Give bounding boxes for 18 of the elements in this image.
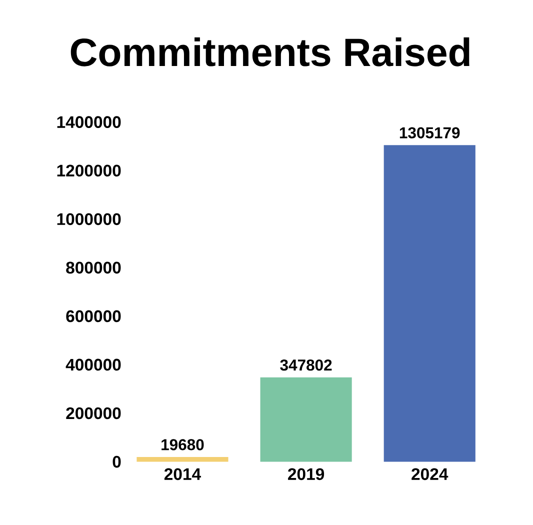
data-label: 19680: [162, 439, 204, 450]
y-tick-label: 1200000: [57, 164, 121, 177]
bar: [260, 377, 352, 462]
bar: [136, 457, 228, 462]
y-tick-label: 200000: [66, 407, 121, 420]
data-label: 347802: [280, 360, 332, 371]
y-tick-label: 400000: [66, 358, 121, 371]
y-tick-label: 0: [112, 456, 121, 468]
x-tick-label: 2024: [412, 468, 448, 480]
x-tick-label: 2019: [288, 468, 324, 480]
bar: [384, 145, 476, 462]
x-tick-label: 2014: [164, 468, 202, 480]
y-tick-label: 1000000: [57, 213, 121, 226]
chart-title: Commitments Raised: [70, 38, 470, 66]
data-label: 1305179: [400, 127, 460, 138]
y-tick-label: 600000: [66, 310, 121, 322]
y-tick-label: 1400000: [57, 116, 121, 128]
y-tick-label: 800000: [66, 262, 121, 274]
